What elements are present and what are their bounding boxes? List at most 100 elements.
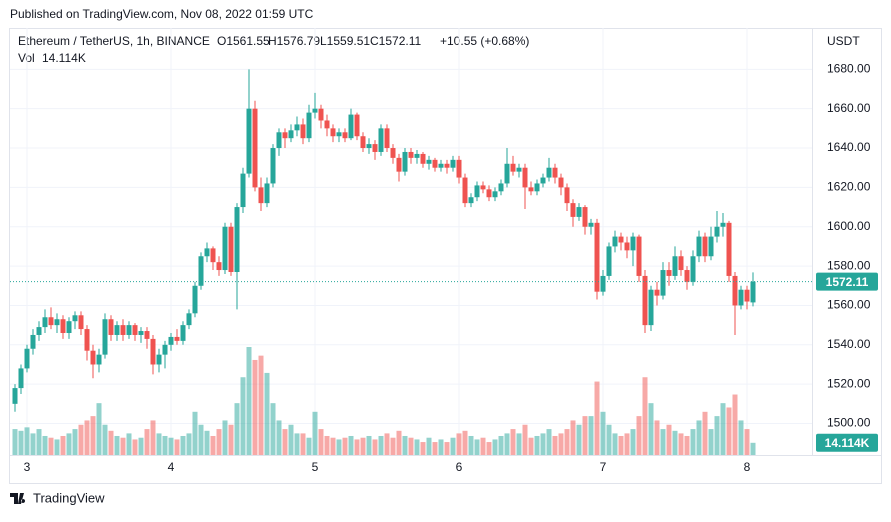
change-label: +10.55 (+0.68%) — [440, 34, 529, 48]
volume-bar — [732, 394, 738, 455]
volume-bar — [48, 437, 54, 455]
volume-bar — [252, 359, 258, 455]
candle-body — [510, 163, 516, 172]
candle-body — [198, 256, 204, 286]
volume-bar — [276, 420, 282, 455]
candle-body — [120, 325, 126, 335]
volume-bar — [120, 437, 126, 455]
candle-body — [732, 275, 738, 306]
candle-body — [24, 348, 30, 369]
open-label: O1561.55 — [217, 34, 270, 48]
volume-bar — [348, 435, 354, 455]
volume-bar — [570, 420, 576, 455]
candle-body — [642, 275, 648, 326]
candle-body — [486, 189, 492, 198]
candle-body — [204, 248, 210, 257]
volume-bar — [672, 430, 678, 455]
volume-bar — [78, 424, 84, 455]
volume-bar — [66, 433, 72, 455]
volume-bar — [516, 433, 522, 455]
candle-body — [480, 185, 486, 190]
candle-body — [252, 108, 258, 188]
candle-body — [408, 151, 414, 158]
volume-bar — [678, 433, 684, 455]
last-price-badge — [816, 272, 878, 291]
candle-body — [12, 388, 18, 404]
candle-body — [594, 222, 600, 292]
candle-body — [60, 319, 66, 333]
volume-bar — [114, 435, 120, 455]
candle-body — [294, 124, 300, 131]
candle-body — [66, 321, 72, 333]
volume-bar — [342, 437, 348, 455]
x-tick-label: 6 — [456, 460, 463, 474]
candle-body — [396, 157, 402, 172]
volume-bar — [204, 430, 210, 455]
volume-bar — [456, 433, 462, 455]
volume-bar — [192, 411, 198, 455]
volume-bar — [378, 435, 384, 455]
candle-body — [426, 159, 432, 164]
volume-bar — [24, 427, 30, 455]
volume-bar — [564, 429, 570, 455]
volume-bar — [438, 439, 444, 455]
volume-bar — [576, 424, 582, 455]
volume-bar — [126, 433, 132, 455]
candle-body — [534, 183, 540, 192]
candle-body — [240, 173, 246, 208]
y-tick-label: 1540.00 — [827, 337, 871, 351]
candle-body — [378, 128, 384, 152]
candle-body — [234, 207, 240, 272]
symbol: Ethereum / TetherUS, 1h, BINANCE — [18, 34, 210, 48]
volume-bar — [282, 429, 288, 455]
volume-bar — [588, 416, 594, 455]
candle-body — [216, 262, 222, 271]
volume-bar — [270, 403, 276, 455]
candle-body — [744, 289, 750, 302]
candle-body — [384, 128, 390, 149]
candle-body — [720, 222, 726, 227]
volume-bar — [654, 420, 660, 455]
volume-name: Vol — [18, 51, 35, 65]
volume-bar — [582, 416, 588, 455]
volume-bar — [300, 433, 306, 455]
volume-bar — [12, 429, 18, 455]
volume-bar — [738, 420, 744, 455]
volume-bar — [108, 430, 114, 455]
close-label: C1572.11 — [370, 34, 421, 48]
volume-bar — [486, 442, 492, 455]
volume-bar — [480, 437, 486, 455]
volume-bar — [540, 433, 546, 455]
candle-body — [36, 327, 42, 335]
volume-bar — [660, 429, 666, 455]
volume-bar — [414, 439, 420, 455]
volume-bar — [138, 437, 144, 455]
candle-body — [222, 226, 228, 271]
candle-body — [420, 153, 426, 164]
volume-bar — [84, 420, 90, 455]
candle-body — [516, 167, 522, 172]
volume-bar — [390, 437, 396, 455]
volume-bar — [726, 407, 732, 455]
volume-bar — [648, 403, 654, 455]
y-tick-label: 1600.00 — [827, 219, 871, 233]
volume-bar — [318, 429, 324, 455]
last-price-label: 1572.11 — [826, 275, 869, 289]
candle-body — [54, 319, 60, 326]
candle-body — [210, 248, 216, 263]
y-tick-label: 1500.00 — [827, 416, 871, 430]
volume-bar — [504, 433, 510, 455]
y-tick-label: 1620.00 — [827, 180, 871, 194]
candle-body — [438, 163, 444, 168]
candle-body — [684, 270, 690, 282]
candle-body — [96, 354, 102, 365]
candle-body — [42, 317, 48, 328]
candle-body — [306, 112, 312, 139]
volume-bar — [408, 437, 414, 455]
candle-body — [576, 207, 582, 217]
currency: USDT — [827, 34, 860, 48]
candle-body — [366, 144, 372, 149]
candle-body — [318, 108, 324, 121]
volume-bar — [606, 424, 612, 455]
